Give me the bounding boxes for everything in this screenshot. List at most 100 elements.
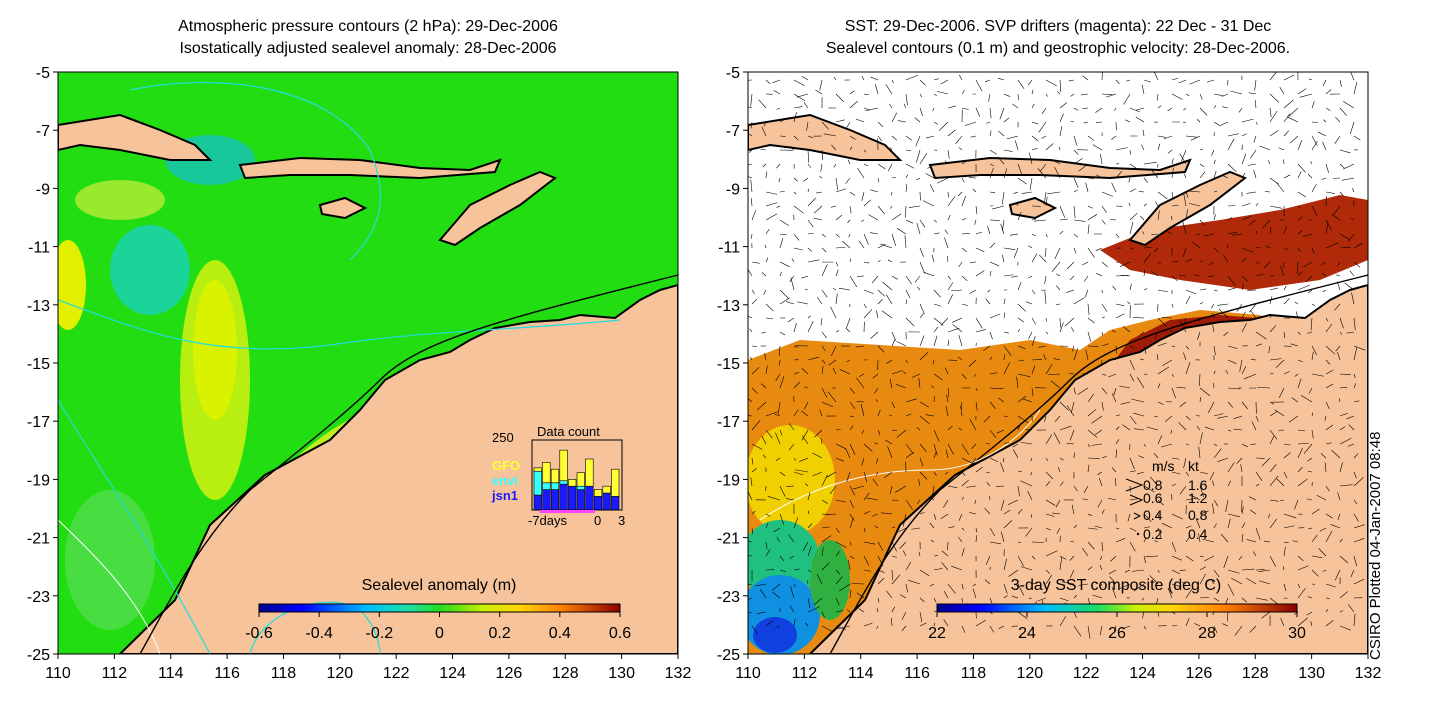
velocity-arrow: [1069, 275, 1075, 281]
velocity-arrow: [871, 513, 879, 517]
velocity-arrow: [821, 526, 831, 529]
velocity-arrow: [1143, 443, 1146, 447]
velocity-arrow: [751, 345, 757, 347]
velocity-arrow: [1322, 141, 1327, 151]
velocity-arrow: [1165, 415, 1173, 422]
velocity-arrow: [1311, 303, 1316, 307]
velocity-arrow: [1153, 452, 1159, 459]
sla-blob-light-nw: [75, 180, 165, 220]
velocity-arrow: [819, 409, 823, 417]
velocity-arrow: [875, 399, 879, 403]
velocity-arrow: [1211, 303, 1215, 309]
velocity-arrow: [1269, 93, 1279, 103]
velocity-arrow: [778, 177, 781, 183]
credit-text: CSIRO Plotted 04-Jan-2007 08:48: [1367, 431, 1384, 660]
right-x-tick-label: 116: [904, 665, 930, 682]
velocity-arrow: [932, 359, 935, 365]
velocity-arrow: [889, 378, 893, 389]
velocity-arrow: [1157, 317, 1167, 327]
velocity-arrow: [1297, 429, 1306, 432]
velocity-arrow: [989, 527, 996, 537]
velocity-arrow: [1190, 135, 1201, 141]
velocity-arrow: [1000, 462, 1005, 473]
velocity-arrow: [933, 451, 937, 459]
velocity-arrow: [1323, 119, 1327, 123]
velocity-arrow: [1101, 219, 1106, 225]
velocity-arrow: [1353, 242, 1363, 249]
velocity-arrow: [1227, 513, 1240, 518]
velocity-arrow: [876, 625, 879, 629]
velocity-arrow: [1171, 261, 1179, 263]
velocity-arrow: [1283, 525, 1295, 529]
right-x-tick-label: 132: [1355, 665, 1382, 682]
velocity-arrow: [830, 205, 837, 208]
velocity-arrow: [916, 223, 921, 235]
velocity-arrow: [1101, 401, 1104, 411]
velocity-arrow: [919, 219, 926, 228]
velocity-arrow: [1017, 282, 1022, 291]
velocity-arrow: [750, 477, 753, 487]
velocity-arrow: [1320, 453, 1327, 459]
velocity-arrow: [801, 410, 809, 417]
velocity-arrow: [975, 270, 985, 277]
velocity-arrow: [751, 527, 754, 535]
velocity-arrow: [877, 597, 880, 603]
velocity-arrow: [1196, 425, 1201, 431]
velocity-arrow: [1101, 541, 1103, 552]
left-land-timor: [438, 170, 557, 247]
velocity-arrow: [1182, 247, 1187, 258]
velocity-arrow: [1143, 246, 1153, 249]
velocity-arrow: [1353, 477, 1364, 487]
velocity-arrow: [1129, 457, 1135, 470]
velocity-arrow: [1016, 376, 1019, 389]
left-title-line2: Isostatically adjusted sealevel anomaly:…: [179, 40, 557, 57]
velocity-arrow: [1294, 373, 1299, 377]
velocity-arrow: [1003, 117, 1010, 123]
velocity-arrow: [748, 149, 753, 153]
velocity-arrow: [1349, 270, 1355, 277]
velocity-arrow: [1143, 537, 1147, 543]
velocity-arrow: [751, 210, 757, 221]
shelf-depth-line: [139, 274, 678, 654]
velocity-arrow: [826, 471, 837, 478]
velocity-arrow: [1275, 359, 1285, 368]
right-land-java: [748, 113, 903, 161]
velocity-arrow: [1039, 254, 1047, 263]
velocity-arrow: [863, 261, 870, 264]
velocity-arrow: [1311, 534, 1318, 543]
velocity-arrow: [858, 240, 865, 249]
velocity-arrow: [972, 588, 977, 599]
velocity-arrow: [877, 298, 883, 305]
velocity-arrow: [891, 429, 897, 431]
velocity-arrow: [765, 257, 769, 263]
velocity-arrow: [1236, 303, 1243, 312]
velocity-arrow: [1217, 415, 1229, 419]
velocity-arrow: [1054, 247, 1061, 260]
inset-title: Data count: [537, 424, 600, 439]
velocity-arrow: [891, 112, 898, 123]
velocity-arrow: [919, 622, 927, 627]
velocity-arrow: [863, 233, 869, 245]
velocity-arrow: [1353, 261, 1361, 268]
velocity-arrow: [1167, 149, 1173, 154]
velocity-arrow: [793, 135, 799, 141]
velocity-arrow: [763, 121, 767, 127]
velocity-arrow: [986, 471, 991, 474]
velocity-arrow: [1017, 79, 1025, 89]
velocity-arrow: [1183, 457, 1187, 469]
velocity-arrow: [793, 112, 797, 123]
velocity-arrow: [1254, 100, 1257, 109]
velocity-arrow: [849, 541, 852, 546]
velocity-arrow: [1344, 282, 1355, 291]
data-count-inset: Data count 250 GFO envi jsn1 -7days 0 3: [491, 424, 625, 528]
velocity-arrow: [947, 443, 954, 455]
velocity-arrow: [1008, 569, 1019, 577]
velocity-arrow: [1310, 621, 1313, 627]
velocity-arrow: [1178, 422, 1187, 431]
velocity-arrow: [1143, 161, 1157, 165]
velocity-arrow: [961, 625, 966, 633]
inset-bar-envi: [576, 485, 585, 490]
velocity-arrow: [989, 271, 992, 277]
velocity-arrow: [765, 317, 773, 320]
velocity-arrow: [1283, 331, 1285, 339]
